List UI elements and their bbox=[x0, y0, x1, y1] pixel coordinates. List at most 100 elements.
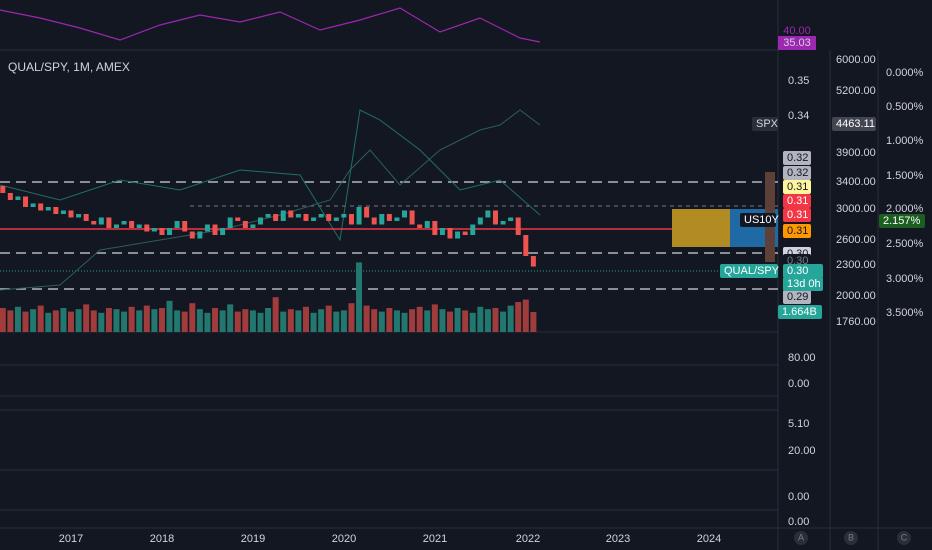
volume-bar bbox=[90, 310, 97, 332]
volume-bar bbox=[105, 308, 112, 332]
candle bbox=[53, 206, 59, 214]
scale-button[interactable] bbox=[794, 531, 808, 545]
candle bbox=[204, 224, 210, 232]
candle bbox=[23, 196, 29, 207]
oscillator-hidden: 40.00 bbox=[783, 25, 811, 37]
volume-bar bbox=[113, 309, 120, 332]
candle bbox=[356, 206, 362, 225]
volume-bar bbox=[287, 309, 294, 332]
volume-bar bbox=[257, 312, 264, 332]
us10y-value: 2.157% bbox=[883, 215, 921, 227]
scale-button-label[interactable]: A bbox=[798, 532, 804, 542]
volume-bar bbox=[393, 310, 400, 332]
volume-label-box bbox=[778, 305, 822, 319]
volume-bar bbox=[7, 310, 14, 332]
candle bbox=[189, 231, 195, 239]
candle bbox=[500, 220, 506, 225]
scale-button[interactable] bbox=[897, 531, 911, 545]
panel-tick-label: 20.00 bbox=[788, 445, 816, 457]
candle bbox=[167, 227, 173, 235]
spx-tick-label: 6000.00 bbox=[836, 54, 876, 66]
candle bbox=[212, 224, 218, 235]
candle bbox=[371, 217, 377, 225]
spx-value-box bbox=[832, 117, 876, 131]
price-label: 0.30 bbox=[787, 255, 808, 267]
candle bbox=[144, 224, 150, 232]
volume-bar bbox=[174, 310, 181, 332]
candle bbox=[83, 213, 89, 221]
volume-bar bbox=[52, 310, 59, 332]
candle bbox=[447, 227, 453, 239]
volume-bar bbox=[507, 305, 514, 332]
zone bbox=[672, 209, 730, 247]
scale-button-label[interactable]: C bbox=[901, 532, 908, 542]
candle bbox=[129, 220, 135, 228]
candle bbox=[424, 220, 430, 228]
candle bbox=[477, 217, 483, 225]
us10y-tick-label: 3.500% bbox=[886, 307, 924, 319]
volume-bar bbox=[340, 310, 347, 332]
candle bbox=[470, 224, 476, 235]
volume-bar bbox=[37, 305, 44, 332]
volume-bar bbox=[454, 308, 461, 332]
spx-tick-label: 1760.00 bbox=[836, 316, 876, 328]
volume-label: 1.664B bbox=[782, 306, 817, 318]
candle bbox=[485, 210, 491, 218]
candle bbox=[15, 196, 21, 200]
candle bbox=[273, 213, 279, 221]
price-label-box bbox=[783, 224, 811, 238]
volume-bar bbox=[212, 308, 219, 332]
panel-tick-label: 0.00 bbox=[788, 516, 809, 528]
price-label: 0.31 bbox=[787, 195, 808, 207]
candle bbox=[136, 224, 142, 228]
price-tick-label: 0.34 bbox=[788, 110, 809, 122]
volume-bar bbox=[401, 312, 408, 332]
spx-tick-label: 5200.00 bbox=[836, 85, 876, 97]
candle bbox=[60, 210, 66, 214]
scale-button[interactable] bbox=[844, 531, 858, 545]
price-label: 0.31 bbox=[787, 181, 808, 193]
volume-bar bbox=[356, 262, 363, 332]
candle bbox=[91, 220, 97, 225]
price-label-box bbox=[783, 151, 811, 165]
candle bbox=[250, 224, 256, 228]
candle bbox=[197, 231, 203, 239]
candle bbox=[98, 217, 104, 225]
year-label: 2022 bbox=[516, 533, 540, 545]
volume-bar bbox=[128, 306, 135, 332]
spx-tick-label: 3900.00 bbox=[836, 147, 876, 159]
volume-bar bbox=[83, 304, 90, 332]
candle bbox=[68, 210, 74, 218]
us10y-line bbox=[0, 109, 541, 242]
volume-bar bbox=[295, 310, 302, 332]
us10y-tick-label: 3.000% bbox=[886, 273, 924, 285]
price-label: 0.29 bbox=[787, 291, 808, 303]
volume-bar bbox=[409, 309, 416, 332]
volume-bar bbox=[522, 299, 529, 332]
volume-bar bbox=[14, 306, 21, 332]
candle bbox=[394, 217, 400, 221]
volume-bar bbox=[242, 309, 249, 332]
volume-bar bbox=[447, 311, 453, 332]
volume-bar bbox=[371, 309, 378, 332]
volume-bar bbox=[204, 312, 211, 332]
candle bbox=[439, 227, 445, 235]
volume-bar bbox=[431, 304, 438, 332]
year-label: 2019 bbox=[241, 533, 265, 545]
candle bbox=[174, 220, 180, 228]
volume-bar bbox=[151, 309, 158, 332]
symbol-label-box bbox=[720, 264, 778, 278]
countdown-box bbox=[783, 277, 823, 291]
scale-button-label[interactable]: B bbox=[848, 532, 854, 542]
us10y-tick-label: 0.000% bbox=[886, 67, 924, 79]
candle bbox=[333, 217, 339, 221]
panel-tick-label: 0.00 bbox=[788, 491, 809, 503]
volume-bar bbox=[477, 306, 484, 332]
volume-bar bbox=[121, 311, 128, 332]
spx-tick-label: 3000.00 bbox=[836, 203, 876, 215]
volume-bar bbox=[424, 310, 431, 332]
spx-name-box bbox=[752, 117, 778, 131]
volume-bar bbox=[530, 312, 537, 332]
candle bbox=[530, 256, 536, 267]
